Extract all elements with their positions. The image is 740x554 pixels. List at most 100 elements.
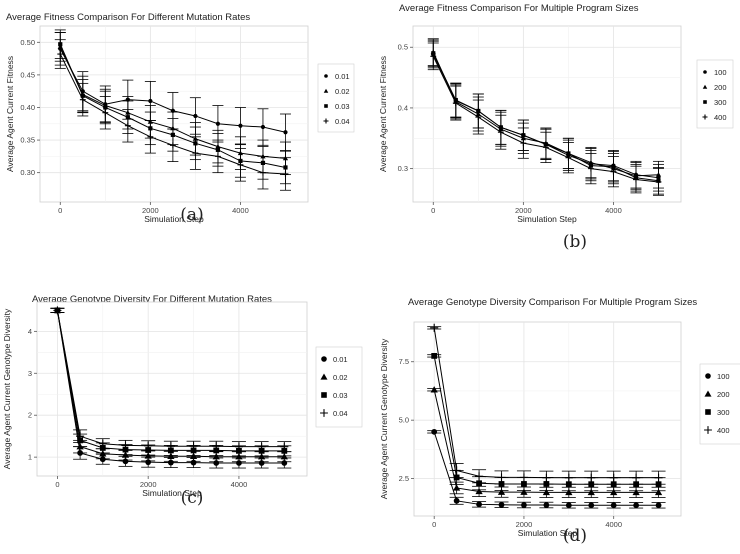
x-axis-label: Simulation Step <box>144 214 204 224</box>
x-tick-label: 4000 <box>605 520 622 529</box>
data-point <box>212 453 220 460</box>
y-tick-label: 1 <box>28 453 32 462</box>
y-axis-label: Average Agent Current Fitness <box>5 56 15 172</box>
x-tick-label: 2000 <box>140 480 157 489</box>
data-point <box>587 165 594 172</box>
data-point <box>476 501 482 508</box>
legend-label: 0.03 <box>335 102 350 111</box>
legend-marker <box>324 104 328 108</box>
legend-label: 0.04 <box>335 117 350 126</box>
data-point <box>57 51 64 57</box>
plot-area <box>39 25 309 203</box>
chart-title: Average Genotype Diversity For Different… <box>32 294 272 305</box>
legend-label: 400 <box>717 426 730 435</box>
y-tick-label: 0.4 <box>398 103 408 112</box>
legend: 0.01 0.02 0.03 0.04 <box>317 63 355 133</box>
data-point <box>476 480 482 487</box>
y-tick-label: 3 <box>28 369 32 378</box>
data-point <box>565 154 572 161</box>
data-point <box>609 473 618 482</box>
chart-title: Average Fitness Comparison For Multiple … <box>399 3 639 14</box>
data-point <box>453 484 461 491</box>
chart-title: Average Fitness Comparison For Different… <box>6 12 250 23</box>
data-point <box>238 123 243 128</box>
legend-marker <box>702 114 708 120</box>
legend-label: 0.01 <box>335 72 350 81</box>
data-point <box>610 488 618 496</box>
series-0.04 <box>50 306 292 453</box>
legend-marker <box>705 373 711 379</box>
legend-label: 0.01 <box>333 355 348 364</box>
y-tick-label: 0.5 <box>398 43 408 52</box>
data-point <box>519 473 529 482</box>
data-point <box>475 487 483 495</box>
data-point <box>655 502 662 509</box>
data-point <box>588 502 595 509</box>
legend-marker <box>320 373 328 380</box>
legend-label: 0.04 <box>333 409 348 418</box>
data-point <box>430 53 437 60</box>
data-point <box>193 113 198 119</box>
x-tick-label: 4000 <box>231 480 248 489</box>
data-point <box>166 442 175 451</box>
data-point <box>655 179 662 185</box>
data-point <box>497 488 506 495</box>
x-tick-label: 2000 <box>516 520 533 529</box>
chart-panel-3: Average Genotype Diversity For Different… <box>2 294 363 508</box>
x-tick-label: 2000 <box>515 206 532 215</box>
data-point <box>453 497 460 504</box>
legend-marker <box>323 88 329 93</box>
y-tick-label: 0.3 <box>398 164 408 173</box>
legend-marker <box>324 74 328 78</box>
y-tick-label: 4 <box>28 327 32 336</box>
chart-panel-1: Average Fitness Comparison For Different… <box>5 12 355 225</box>
series-100 <box>427 428 666 509</box>
x-tick-label: 4000 <box>232 206 249 215</box>
legend-marker <box>705 409 711 415</box>
y-tick-label: 2.5 <box>399 474 409 483</box>
legend-marker <box>323 118 329 124</box>
legend-marker <box>704 390 712 397</box>
data-point <box>260 169 266 176</box>
y-tick-label: 2 <box>28 411 32 420</box>
series-0.04 <box>54 39 291 191</box>
data-point <box>520 488 528 495</box>
legend-label: 0.02 <box>333 373 348 382</box>
x-tick-label: 0 <box>432 520 436 529</box>
legend-label: 300 <box>714 98 727 107</box>
chart-panel-2: Average Fitness Comparison For Multiple … <box>378 3 734 252</box>
data-point <box>520 140 527 147</box>
data-point <box>192 150 199 157</box>
data-point <box>260 124 266 130</box>
data-point <box>431 428 438 435</box>
data-point <box>430 323 439 332</box>
x-axis-label: Simulation Step <box>517 214 577 224</box>
data-point <box>654 488 663 496</box>
data-point <box>53 306 62 315</box>
y-tick-label: 7.5 <box>399 357 409 366</box>
data-point <box>654 473 663 482</box>
data-point <box>610 502 617 509</box>
panel-caption: (d) <box>563 526 587 546</box>
chart-panel-4: Average Genotype Diversity Comparison Fo… <box>379 297 740 546</box>
data-point <box>121 441 130 450</box>
legend-marker <box>702 84 708 89</box>
y-tick-label: 0.30 <box>20 168 35 177</box>
data-point <box>497 473 506 482</box>
x-axis-label: Simulation Step <box>142 488 202 498</box>
data-point <box>542 144 549 151</box>
series-400 <box>427 42 664 196</box>
data-point <box>610 168 617 175</box>
data-point <box>587 473 596 482</box>
data-point <box>498 501 505 508</box>
data-point <box>214 153 221 160</box>
legend-marker <box>321 356 327 362</box>
legend-marker <box>703 70 707 74</box>
panel-caption: (b) <box>563 232 587 252</box>
legend-marker <box>320 409 328 417</box>
y-axis-label: Average Agent Current Fitness <box>378 56 388 172</box>
legend-marker <box>703 100 707 104</box>
y-tick-label: 0.35 <box>20 136 35 145</box>
gridlines <box>413 26 681 202</box>
data-point <box>257 442 266 451</box>
